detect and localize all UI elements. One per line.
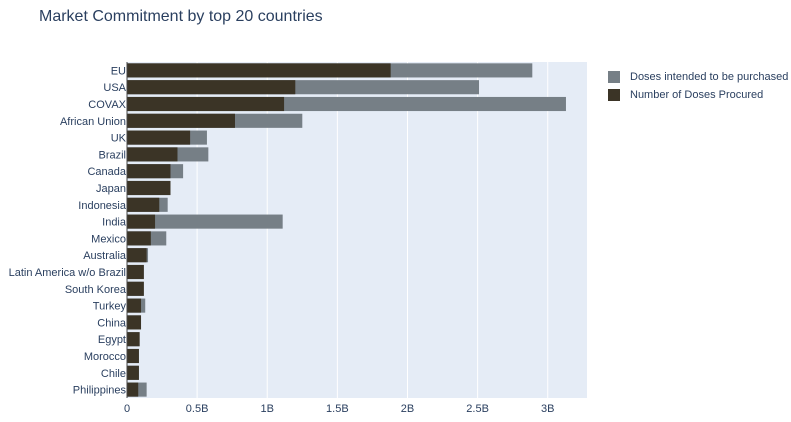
- y-tick-label: Australia: [83, 250, 127, 262]
- y-tick-label: Chile: [101, 368, 126, 380]
- bar-doses-procured: [127, 80, 296, 95]
- legend[interactable]: Doses intended to be purchased Number of …: [608, 68, 788, 104]
- bar-doses-procured: [127, 180, 171, 196]
- y-tick-label: UK: [111, 133, 127, 145]
- x-tick-label: 1B: [261, 403, 274, 415]
- bar-doses-procured: [127, 214, 156, 229]
- bar-doses-intended: [127, 214, 283, 229]
- bar-doses-procured: [127, 315, 142, 330]
- y-tick-label: Egypt: [98, 334, 126, 346]
- legend-swatch: [608, 71, 620, 83]
- x-tick-label: 3B: [541, 403, 554, 415]
- y-tick-label: China: [97, 317, 127, 329]
- bar-doses-procured: [127, 248, 147, 263]
- legend-item[interactable]: Number of Doses Procured: [608, 86, 788, 104]
- legend-label: Number of Doses Procured: [630, 89, 764, 101]
- y-tick-label: Brazil: [98, 149, 126, 161]
- bar-doses-procured: [127, 348, 139, 364]
- y-tick-label: Latin America w/o Brazil: [9, 267, 126, 279]
- x-tick-label: 2B: [401, 403, 414, 415]
- bar-doses-procured: [127, 164, 171, 179]
- bar-doses-procured: [127, 96, 285, 112]
- bar-doses-procured: [127, 113, 235, 128]
- y-tick-label: USA: [103, 82, 126, 94]
- x-tick-label: 0.5B: [186, 403, 209, 415]
- x-tick-label: 0: [124, 403, 130, 415]
- y-tick-label: EU: [111, 65, 126, 77]
- y-tick-label: Mexico: [91, 233, 126, 245]
- bar-doses-procured: [127, 332, 140, 347]
- x-tick-label: 2.5B: [466, 403, 489, 415]
- bar-doses-procured: [127, 281, 144, 296]
- bar-doses-procured: [127, 365, 139, 380]
- y-tick-label: African Union: [60, 116, 126, 128]
- y-tick-label: Morocco: [84, 351, 126, 363]
- y-tick-label: Turkey: [93, 301, 127, 313]
- y-tick-label: India: [102, 217, 127, 229]
- bar-doses-procured: [127, 130, 191, 145]
- chart-title: Market Commitment by top 20 countries: [39, 8, 323, 25]
- bar-doses-procured: [127, 298, 142, 313]
- bar-doses-procured: [127, 147, 178, 162]
- bar-doses-procured: [127, 231, 151, 246]
- bar-doses-procured: [127, 382, 139, 397]
- x-tick-label: 1.5B: [326, 403, 349, 415]
- plot-area: [127, 62, 587, 398]
- y-tick-label: Philippines: [73, 385, 127, 397]
- bar-doses-procured: [127, 63, 391, 78]
- legend-swatch: [608, 89, 620, 101]
- y-tick-label: Canada: [87, 166, 126, 178]
- y-tick-label: Indonesia: [78, 200, 127, 212]
- bar-doses-procured: [127, 264, 144, 280]
- y-tick-label: COVAX: [88, 99, 126, 111]
- y-tick-label: South Korea: [65, 284, 127, 296]
- legend-label: Doses intended to be purchased: [630, 71, 789, 83]
- bar-doses-procured: [127, 197, 160, 212]
- legend-item[interactable]: Doses intended to be purchased: [608, 68, 788, 86]
- y-tick-label: Japan: [96, 183, 126, 195]
